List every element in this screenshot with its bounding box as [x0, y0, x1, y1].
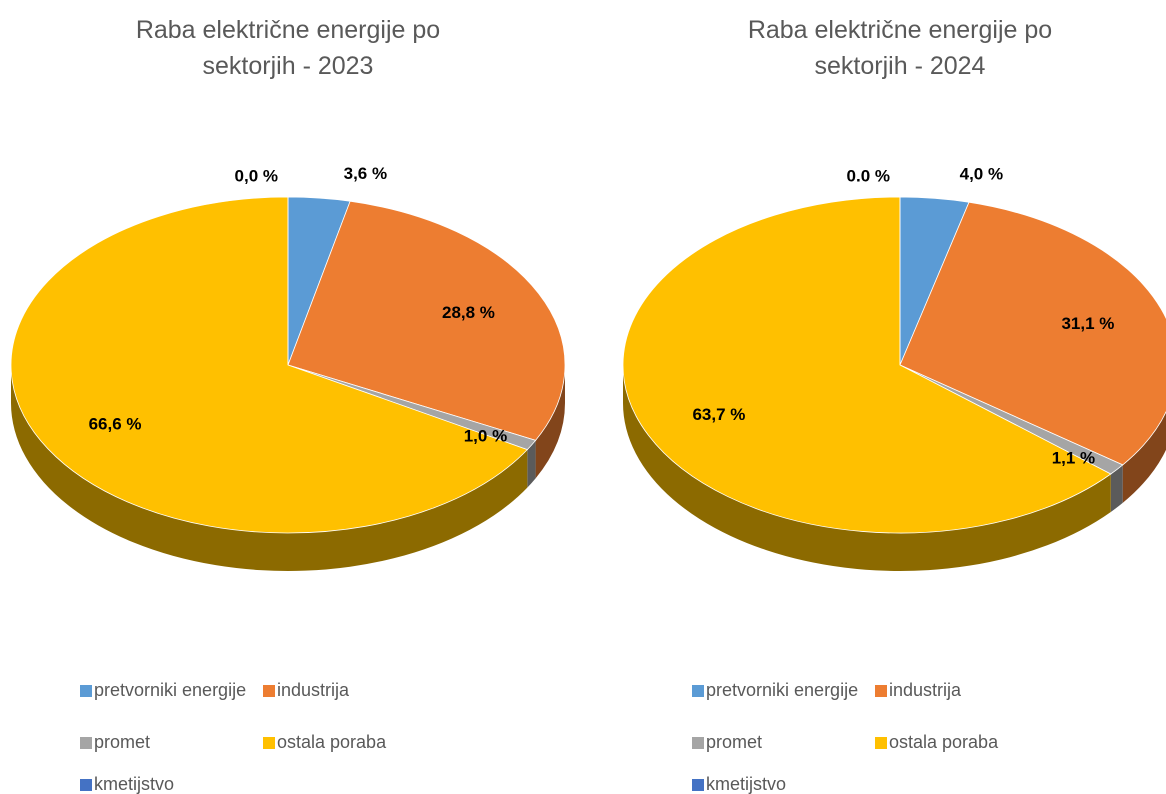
data-label: 28,8 % — [442, 303, 495, 322]
data-label: 31,1 % — [1061, 314, 1114, 333]
legend-swatch — [80, 737, 92, 749]
chart-title: Raba električne energije po sektorjih - … — [135, 16, 441, 80]
legend-label: industrija — [889, 680, 962, 700]
data-label: 3,6 % — [344, 164, 387, 183]
legend-swatch — [875, 685, 887, 697]
data-label: 4,0 % — [960, 164, 1003, 183]
data-label: 63,7 % — [692, 405, 745, 424]
slice — [287, 200, 566, 441]
legend-swatch — [263, 737, 275, 749]
slice-side — [527, 440, 536, 488]
slice — [899, 201, 1166, 466]
legend-label: kmetijstvo — [706, 774, 786, 794]
legend-label: promet — [94, 732, 150, 752]
data-label: 0.0 % — [847, 166, 890, 185]
legend-swatch — [263, 685, 275, 697]
slice-side — [1122, 411, 1166, 503]
slice-side — [622, 365, 1111, 571]
data-label: 0,0 % — [235, 166, 278, 185]
legend-swatch — [80, 779, 92, 791]
legend-label: kmetijstvo — [94, 774, 174, 794]
legend-swatch — [875, 737, 887, 749]
slice — [622, 196, 1112, 534]
legend-swatch — [80, 685, 92, 697]
slice-side — [1110, 464, 1123, 512]
legend-swatch — [692, 685, 704, 697]
legend-label: ostala poraba — [277, 732, 387, 752]
legend-swatch — [692, 779, 704, 791]
slice-side — [535, 365, 565, 479]
legend-swatch — [692, 737, 704, 749]
legend-label: pretvorniki energije — [94, 680, 246, 700]
data-label: 66,6 % — [89, 415, 142, 434]
legend-label: promet — [706, 732, 762, 752]
legend-label: ostala poraba — [889, 732, 999, 752]
data-label: 1,1 % — [1052, 449, 1095, 468]
slice — [10, 196, 529, 534]
legend-label: pretvorniki energije — [706, 680, 858, 700]
data-label: 1,0 % — [464, 426, 507, 445]
legend-label: industrija — [277, 680, 350, 700]
chart-title: Raba električne energije po sektorjih - … — [747, 16, 1053, 80]
